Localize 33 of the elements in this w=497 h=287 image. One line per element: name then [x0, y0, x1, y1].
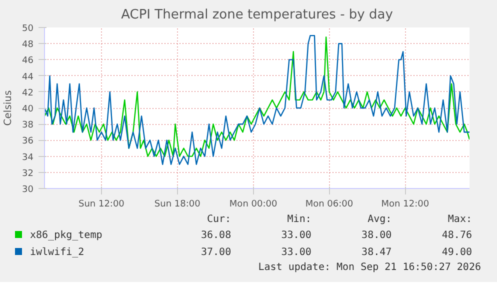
y-axis-title: Celsius	[3, 90, 14, 126]
y-tick-label: 30	[22, 185, 34, 195]
y-tick-label: 50	[22, 24, 34, 34]
y-tick-label: 38	[22, 120, 34, 131]
text: 33.00	[280, 229, 312, 244]
text: 37.00	[200, 246, 232, 260]
y-tick-label: 44	[22, 72, 34, 82]
text: Min:	[286, 213, 312, 227]
y-tick-label: 42	[22, 88, 34, 98]
legend-label: x86_pkg_temp	[29, 229, 104, 244]
text: 48.76	[440, 229, 473, 244]
y-tick-label: 36	[22, 136, 34, 147]
text: Last update: Mon Sep 21 16:50:27 2026	[257, 260, 482, 275]
text: 38.47	[360, 246, 393, 260]
y-tick-label: 48	[22, 40, 34, 50]
y-tick-label: 34	[22, 152, 34, 163]
text: 49.00	[440, 246, 473, 260]
text: 33.00	[280, 246, 312, 260]
chart-title: ACPI Thermal zone temperatures - by day	[121, 8, 394, 22]
x-tick-label: Sun 12:00	[78, 200, 125, 210]
y-tick-label: 32	[22, 168, 34, 179]
text: Max:	[446, 213, 473, 227]
x-tick-label: Mon 00:00	[229, 200, 278, 210]
text: 38.00	[360, 229, 393, 244]
x-tick-label: Mon 12:00	[381, 200, 430, 210]
text: Cur:	[206, 213, 232, 227]
text: Avg:	[366, 213, 393, 227]
legend-label: iwlwifi_2	[29, 246, 86, 260]
text: 36.08	[200, 229, 232, 244]
y-tick-label: 40	[22, 104, 34, 114]
x-tick-label: Mon 06:00	[305, 200, 354, 210]
y-tick-label: 46	[22, 56, 34, 66]
x-tick-label: Sun 18:00	[154, 200, 201, 210]
